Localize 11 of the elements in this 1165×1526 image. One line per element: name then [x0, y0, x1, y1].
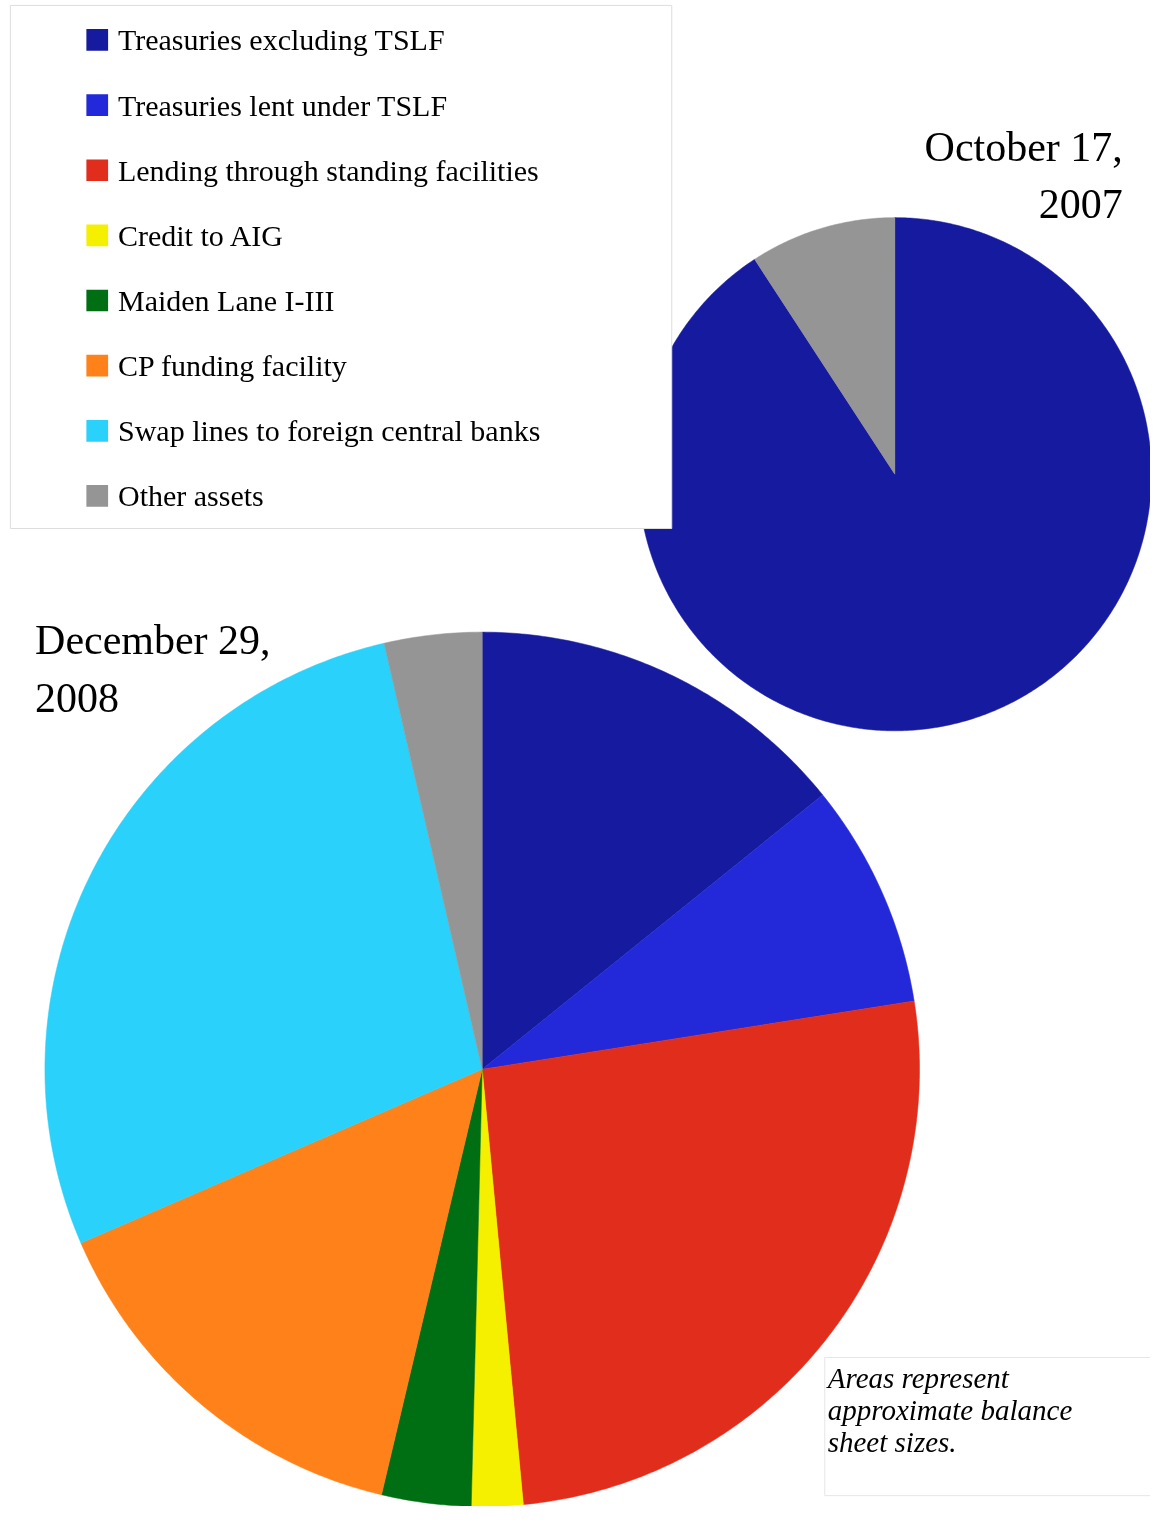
legend-label: Maiden Lane I-III: [117, 284, 335, 318]
legend-label: Credit to AIG: [117, 218, 283, 252]
legend-label: Lending through standing facilities: [117, 153, 539, 187]
legend-label: Swap lines to foreign central banks: [117, 414, 541, 448]
text: Areas represent approximate balance sheet sizes.: [825, 1362, 1073, 1459]
slice-label: October 17, 2007: [924, 123, 1123, 228]
slice-label: December 29, 2008: [35, 617, 271, 721]
legend-label: CP funding facility: [117, 349, 347, 383]
legend-label: Treasuries excluding TSLF: [117, 23, 445, 57]
legend-label: Other assets: [117, 479, 264, 513]
legend-label: Treasuries lent under TSLF: [117, 88, 448, 122]
